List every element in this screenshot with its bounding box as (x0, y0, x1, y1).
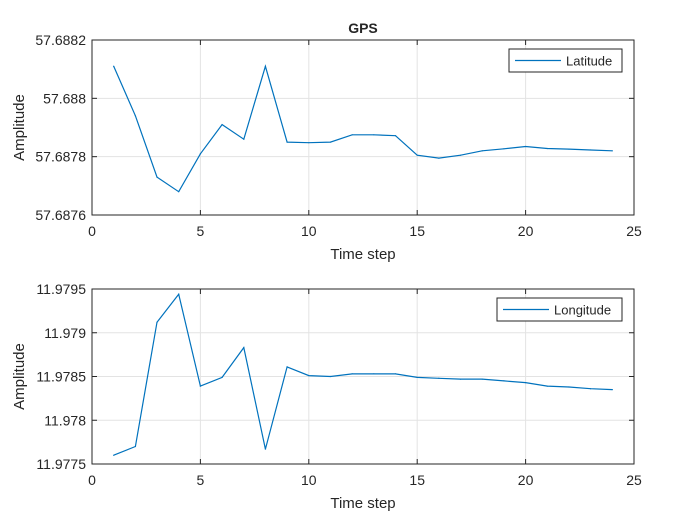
data-point (373, 373, 375, 375)
chart-title: GPS (348, 20, 378, 36)
data-point (373, 134, 375, 136)
data-point (416, 154, 418, 156)
data-point (264, 448, 267, 450)
data-point (351, 373, 353, 375)
data-point (503, 380, 505, 382)
data-point (459, 378, 462, 380)
x-axis-label: Time step (330, 495, 395, 512)
y-tick-label: 57.6882 (35, 32, 86, 48)
data-point (199, 153, 201, 155)
data-point (308, 142, 310, 144)
y-axis-label: Amplitude (11, 343, 28, 410)
data-point (438, 377, 440, 379)
data-point (329, 375, 332, 378)
y-tick-label: 11.978 (44, 412, 86, 428)
data-point (243, 138, 245, 140)
data-point (134, 115, 136, 117)
data-point (611, 389, 613, 391)
axes-box (91, 39, 635, 216)
data-point (221, 376, 223, 378)
y-tick-label: 11.9785 (36, 369, 86, 385)
data-point (611, 150, 613, 152)
series-line-longitude (113, 292, 613, 456)
x-axis-label: Time step (330, 246, 395, 263)
data-point (394, 373, 397, 375)
x-tick-label: 5 (197, 223, 205, 239)
x-tick-label: 0 (88, 472, 96, 488)
data-point (525, 145, 527, 148)
x-tick-label: 20 (518, 472, 534, 488)
legend: Longitude (496, 297, 623, 322)
x-tick-label: 5 (197, 472, 205, 488)
data-point (308, 375, 310, 377)
subplot-1: 0 5 10 15 20 25 57.6876 57.6878 57.688 57.6882 Tim… (11, 20, 642, 263)
y-tick-label: 57.6876 (35, 207, 86, 223)
data-point (134, 445, 136, 448)
data-point (394, 135, 397, 137)
data-point (221, 123, 223, 126)
legend: Latitude (508, 48, 623, 73)
data-point (590, 149, 592, 151)
data-point (481, 378, 483, 380)
x-tick-label: 25 (626, 472, 642, 488)
data-point (546, 385, 548, 387)
data-point (243, 347, 245, 349)
y-tick-label: 11.9795 (36, 281, 86, 297)
y-tick-label: 11.9775 (36, 456, 86, 472)
data-point (199, 385, 201, 387)
data-point (178, 191, 180, 193)
y-axis-label: Amplitude (11, 94, 28, 161)
data-point (113, 65, 115, 67)
data-point (590, 388, 592, 390)
y-tick-label: 57.688 (43, 90, 86, 106)
data-point (481, 150, 483, 152)
data-point (113, 454, 115, 456)
y-tick-label: 11.979 (44, 325, 86, 341)
x-tick-label: 15 (409, 223, 425, 239)
data-point (568, 148, 570, 150)
data-point (568, 386, 570, 388)
data-point (178, 293, 180, 295)
data-point (416, 376, 418, 378)
data-point (503, 148, 505, 150)
data-point (156, 321, 158, 323)
data-point (264, 65, 267, 67)
legend-box (496, 297, 623, 322)
data-point (351, 134, 353, 136)
data-point (525, 382, 527, 384)
data-point (329, 141, 332, 143)
x-tick-label: 10 (301, 472, 317, 488)
x-tick-label: 15 (409, 472, 425, 488)
x-tick-label: 0 (88, 223, 96, 239)
data-point (459, 154, 462, 156)
data-point (286, 141, 288, 143)
x-tick-label: 20 (518, 223, 534, 239)
y-tick-label: 57.6878 (35, 149, 86, 165)
series-line-latitude (113, 64, 613, 193)
data-point (546, 147, 548, 150)
legend-label: Latitude (566, 54, 612, 69)
x-tick-label: 10 (301, 223, 317, 239)
legend-box (508, 48, 623, 73)
x-tick-label: 25 (626, 223, 642, 239)
legend-label: Longitude (554, 303, 611, 318)
data-point (156, 176, 158, 178)
data-point (286, 366, 288, 368)
subplot-2: 0 5 10 15 20 25 11.9775 11.978 11.9785 11.979 11.9… (11, 281, 642, 512)
data-point (438, 157, 440, 159)
